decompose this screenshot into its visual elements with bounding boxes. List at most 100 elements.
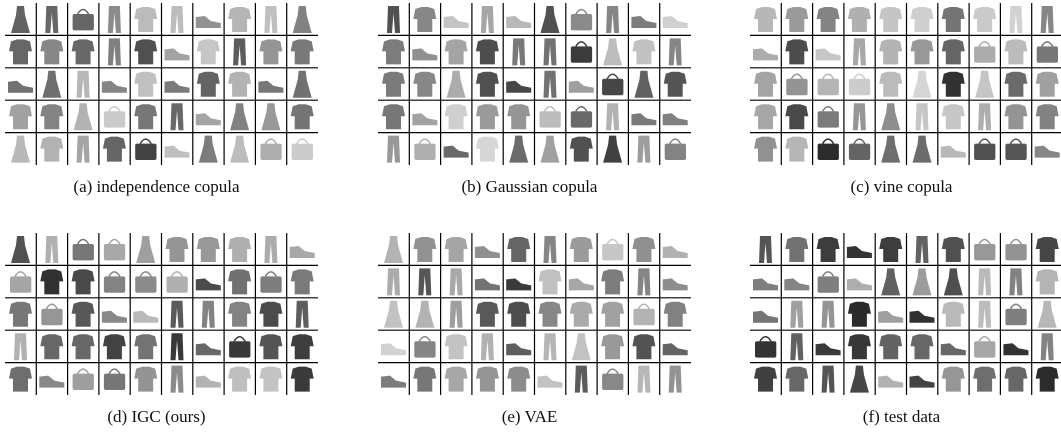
sample-image xyxy=(601,334,624,359)
sample-image xyxy=(476,72,499,97)
sample-image xyxy=(910,311,935,323)
sample-image xyxy=(46,304,57,309)
sample-image xyxy=(1005,309,1026,325)
sample-image xyxy=(785,104,808,129)
sample-image xyxy=(755,341,776,357)
sample-image xyxy=(607,369,618,374)
sample-image xyxy=(415,301,434,328)
sample-image xyxy=(40,269,63,294)
sample-image xyxy=(171,366,184,393)
sample-image xyxy=(78,240,89,245)
sample-image xyxy=(785,7,808,32)
sample-image xyxy=(1036,367,1059,392)
sample-image xyxy=(413,7,436,32)
sample-image xyxy=(823,74,834,79)
sample-image xyxy=(447,71,466,98)
sample-image xyxy=(445,367,468,392)
sample-image xyxy=(879,39,902,64)
sample-image xyxy=(544,333,557,360)
sample-image xyxy=(196,113,221,125)
sample-image xyxy=(571,111,592,127)
panel-caption: (b) Gaussian copula xyxy=(462,177,598,196)
sample-image xyxy=(419,139,430,144)
sample-image xyxy=(631,16,656,28)
sample-image xyxy=(414,144,435,160)
sample-image xyxy=(134,72,157,97)
sample-image xyxy=(77,71,90,98)
sample-image xyxy=(879,237,902,262)
sample-image xyxy=(878,311,903,323)
sample-image xyxy=(265,139,276,144)
sample-image xyxy=(258,81,283,93)
sample-image xyxy=(109,240,120,245)
sample-image xyxy=(541,136,560,163)
sample-image xyxy=(476,137,499,162)
sample-image xyxy=(507,367,530,392)
sample-image xyxy=(632,39,655,64)
sample-image xyxy=(1004,39,1027,64)
sample-image xyxy=(387,136,400,163)
sample-image xyxy=(544,71,557,98)
sample-image xyxy=(569,81,594,93)
figure: (a) independence copula(b) Gaussian copu… xyxy=(0,0,1061,436)
sample-image xyxy=(196,343,221,355)
sample-image xyxy=(878,376,903,388)
sample-image xyxy=(631,113,656,125)
sample-image xyxy=(853,38,866,65)
sample-image xyxy=(754,72,777,97)
sample-image xyxy=(818,111,839,127)
sample-image xyxy=(414,341,435,357)
sample-image xyxy=(913,136,932,163)
sample-image xyxy=(979,240,990,245)
sample-image xyxy=(540,111,561,127)
sample-image xyxy=(384,236,403,263)
sample-image xyxy=(664,72,687,97)
sample-image xyxy=(108,6,121,33)
sample-image xyxy=(544,236,557,263)
sample-image xyxy=(633,309,654,325)
sample-image xyxy=(230,136,249,163)
sample-image xyxy=(1035,146,1060,158)
sample-image xyxy=(167,276,188,292)
sample-image xyxy=(387,268,400,295)
sample-image xyxy=(1009,268,1022,295)
sample-image xyxy=(790,301,803,328)
sample-image xyxy=(104,111,125,127)
sample-image xyxy=(165,81,190,93)
sample-image xyxy=(445,334,468,359)
sample-image xyxy=(576,10,587,15)
sample-image xyxy=(166,237,189,262)
sample-image xyxy=(233,38,246,65)
sample-image xyxy=(913,71,932,98)
sample-image xyxy=(14,333,27,360)
sample-image xyxy=(942,39,965,64)
sample-image xyxy=(228,302,251,327)
sample-image xyxy=(753,48,778,60)
sample-image xyxy=(230,103,249,130)
sample-image xyxy=(818,79,839,95)
sample-image xyxy=(545,107,556,112)
sample-image xyxy=(942,72,965,97)
sample-image xyxy=(40,137,63,162)
sample-image xyxy=(1009,6,1022,33)
sample-image xyxy=(979,42,990,47)
image-grid xyxy=(378,3,691,165)
sample-image xyxy=(669,366,682,393)
sample-image xyxy=(45,6,58,33)
sample-image xyxy=(290,246,315,258)
sample-image xyxy=(444,146,469,158)
sample-image xyxy=(296,301,309,328)
sample-image xyxy=(974,144,995,160)
sample-image xyxy=(881,136,900,163)
sample-image xyxy=(413,237,436,262)
sample-image xyxy=(135,276,156,292)
sample-image xyxy=(848,302,871,327)
sample-image xyxy=(9,104,32,129)
page: (a) independence copula(b) Gaussian copu… xyxy=(0,0,1061,436)
sample-image xyxy=(140,139,151,144)
sample-image xyxy=(601,269,624,294)
sample-image xyxy=(297,139,308,144)
sample-image xyxy=(606,6,619,33)
sample-image xyxy=(942,367,965,392)
sample-image xyxy=(879,7,902,32)
